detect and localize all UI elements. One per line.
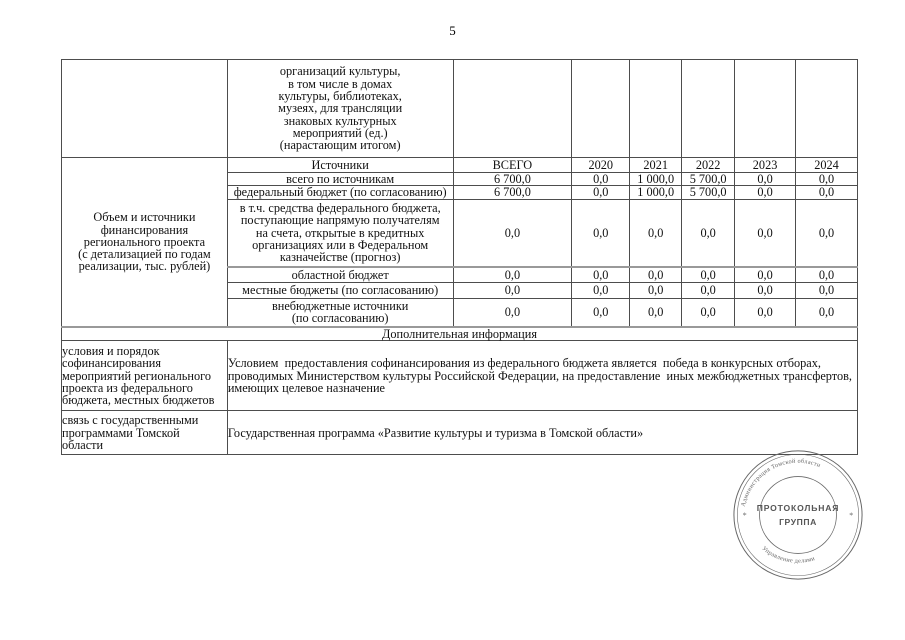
svg-text:Администрация Томской области: Администрация Томской области bbox=[740, 458, 822, 508]
svg-text:ГРУППА: ГРУППА bbox=[779, 517, 817, 527]
svg-text:ПРОТОКОЛЬНАЯ: ПРОТОКОЛЬНАЯ bbox=[757, 503, 840, 513]
svg-text:*: * bbox=[849, 511, 853, 520]
svg-text:Управление делами: Управление делами bbox=[761, 545, 817, 565]
svg-text:*: * bbox=[743, 511, 747, 520]
